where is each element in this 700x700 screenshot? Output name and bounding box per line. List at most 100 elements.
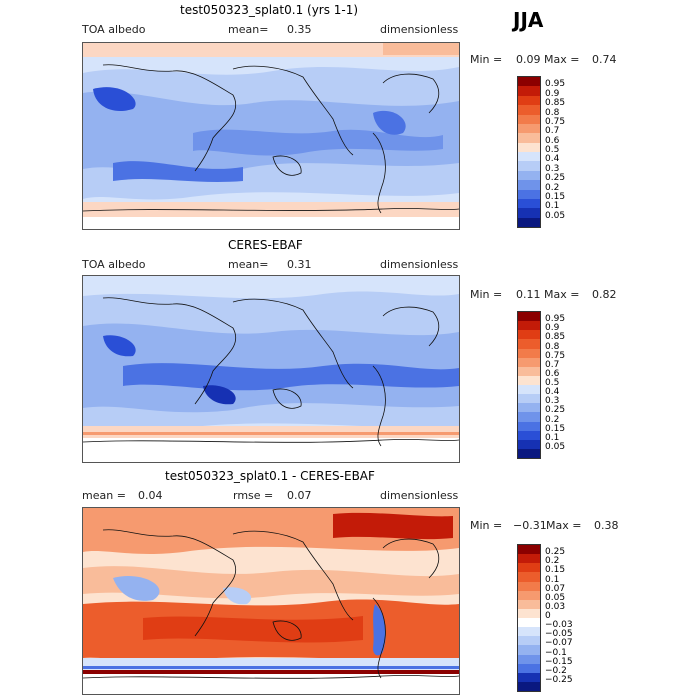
colorbar-tick-label: 0.8	[545, 341, 560, 352]
colorbar-tick-label: 0.25	[545, 405, 566, 416]
colorbar-swatch	[518, 563, 540, 573]
colorbar-tick-label: 0.25	[545, 547, 566, 558]
colorbar-tick-label: 0.7	[545, 359, 560, 370]
colorbar-swatch	[518, 430, 540, 440]
panel1-max-label: Max =	[544, 53, 580, 66]
colorbar-swatch	[518, 366, 540, 376]
colorbar-swatch	[518, 152, 540, 162]
colorbar-tick-label: 0.8	[545, 107, 560, 118]
colorbar-tick-label: 0.05	[545, 210, 566, 221]
colorbar-swatch	[518, 321, 540, 331]
panel2-max-value: 0.82	[592, 288, 617, 301]
colorbar-tick-label: 0.6	[545, 135, 560, 146]
colorbar-swatch	[518, 394, 540, 404]
colorbar-swatch	[518, 208, 540, 218]
panel2-variable-label: TOA albedo	[82, 258, 146, 271]
panel3-min-value: −0.31	[513, 519, 547, 532]
season-label: JJA	[513, 8, 544, 32]
colorbar-tick-label: 0.95	[545, 79, 566, 90]
colorbar-swatch	[518, 330, 540, 340]
panel2-mean-label: mean=	[228, 258, 269, 271]
panel3-units-label: dimensionless	[380, 489, 459, 502]
colorbar-swatch	[518, 123, 540, 134]
colorbar-tick-label: −0.25	[545, 674, 573, 685]
colorbar-swatch	[518, 663, 540, 673]
colorbar-swatch	[518, 590, 540, 600]
colorbar-tick-label: 0.3	[545, 163, 560, 174]
colorbar-swatch	[518, 339, 540, 349]
panel2-map	[82, 275, 460, 463]
colorbar-swatch	[518, 170, 540, 181]
colorbar-tick-label: 0.95	[545, 314, 566, 325]
colorbar-swatch	[518, 572, 540, 582]
colorbar-swatch	[518, 608, 540, 618]
colorbar-tick-label: 0.15	[545, 191, 566, 202]
colorbar-swatch	[518, 312, 540, 322]
colorbar-swatch	[518, 421, 540, 431]
colorbar-tick-label: 0.2	[545, 414, 560, 425]
colorbar-swatch	[518, 161, 540, 171]
panel2-title: CERES-EBAF	[228, 238, 303, 252]
colorbar-swatch	[518, 627, 540, 637]
colorbar-swatch	[518, 439, 540, 449]
panel1-min-label: Min =	[470, 53, 503, 66]
colorbar-swatch	[518, 618, 540, 628]
colorbar-swatch	[518, 599, 540, 609]
colorbar-swatch	[518, 385, 540, 395]
colorbar-tick-label: −0.15	[545, 656, 573, 667]
colorbar-tick-label: 0.5	[545, 145, 560, 155]
colorbar-swatch	[518, 77, 540, 87]
colorbar-tick-label: 0.15	[545, 423, 566, 434]
colorbar-swatch	[518, 672, 540, 682]
colorbar-swatch	[518, 95, 540, 106]
colorbar-swatch	[518, 217, 540, 227]
panel1-min-value: 0.09	[516, 53, 541, 66]
panel3-max-label: Max =	[546, 519, 582, 532]
colorbar-swatch	[518, 645, 540, 655]
panel3-map	[82, 507, 460, 695]
colorbar-swatch	[518, 180, 540, 190]
colorbar-swatch	[518, 554, 540, 564]
colorbar-swatch	[518, 636, 540, 646]
panel3-max-value: 0.38	[594, 519, 619, 532]
panel1-mean-value: 0.35	[287, 23, 312, 36]
colorbar-tick-label: 0.75	[545, 116, 566, 127]
colorbar-tick-label: 0.1	[545, 432, 560, 443]
colorbar-tick-label: 0.4	[545, 387, 560, 398]
panel3-colorbar	[517, 544, 541, 692]
colorbar-swatch	[518, 198, 540, 209]
colorbar-tick-label: 0.1	[545, 574, 560, 585]
colorbar-tick-label: 0.7	[545, 126, 560, 137]
panel1-max-value: 0.74	[592, 53, 617, 66]
colorbar-tick-label: 0.75	[545, 350, 566, 361]
panel3-rmse-label: rmse =	[233, 489, 274, 502]
panel3-mean-value: 0.04	[138, 489, 163, 502]
panel1-mean-label: mean=	[228, 23, 269, 36]
colorbar-swatch	[518, 114, 540, 124]
colorbar-tick-label: 0.05	[545, 592, 566, 603]
colorbar-swatch	[518, 654, 540, 664]
colorbar-tick-label: 0.15	[545, 565, 566, 576]
colorbar-tick-label: 0.6	[545, 368, 560, 379]
panel3-mean-label: mean =	[82, 489, 126, 502]
colorbar-tick-label: −0.07	[545, 638, 573, 649]
colorbar-tick-label: 0	[545, 611, 551, 621]
panel2-units-label: dimensionless	[380, 258, 459, 271]
colorbar-swatch	[518, 412, 540, 422]
colorbar-swatch	[518, 375, 540, 385]
colorbar-tick-label: 0.3	[545, 396, 560, 407]
colorbar-tick-label: 0.05	[545, 441, 566, 452]
colorbar-swatch	[518, 357, 540, 367]
colorbar-tick-label: 0.9	[545, 323, 560, 334]
colorbar-tick-label: 0.2	[545, 556, 560, 567]
panel2-min-value: 0.11	[516, 288, 541, 301]
colorbar-tick-label: 0.07	[545, 583, 566, 594]
panel2-min-label: Min =	[470, 288, 503, 301]
colorbar-swatch	[518, 142, 540, 152]
colorbar-tick-label: 0.2	[545, 182, 560, 193]
colorbar-tick-label: 0.4	[545, 154, 560, 165]
colorbar-tick-label: 0.85	[545, 98, 566, 109]
panel3-title: test050323_splat0.1 - CERES-EBAF	[165, 469, 375, 483]
colorbar-swatch	[518, 403, 540, 413]
panel2-colorbar	[517, 311, 541, 459]
